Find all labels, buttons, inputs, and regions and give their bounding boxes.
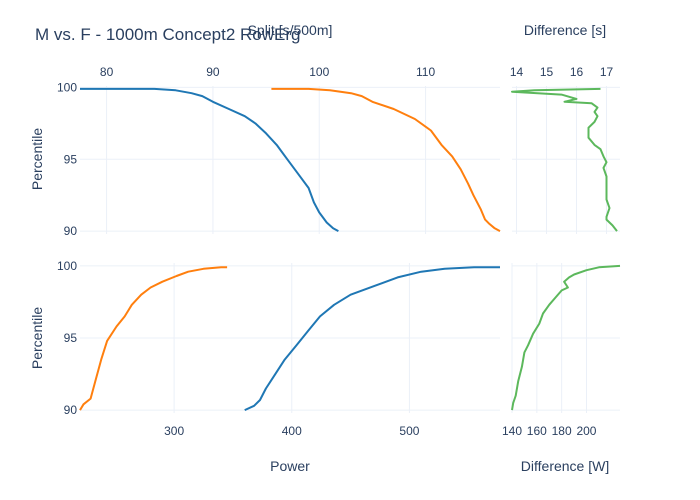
x-tick-label: 100 — [309, 65, 329, 79]
x-tick-label: 400 — [282, 424, 302, 438]
female-series-line — [79, 266, 228, 411]
split-y-axis-title: Percentile — [29, 128, 45, 190]
x-tick-label: 500 — [399, 424, 419, 438]
y-tick-label: 95 — [64, 331, 78, 345]
power-axis-title: Power — [270, 458, 310, 474]
split-axis-title: Split [s/500m] — [248, 22, 333, 38]
x-tick-label: 16 — [570, 65, 584, 79]
x-tick-label: 200 — [576, 424, 596, 438]
y-tick-label: 90 — [64, 224, 78, 238]
male-series-line — [244, 266, 500, 412]
y-tick-label: 95 — [64, 152, 78, 166]
x-tick-label: 17 — [600, 65, 614, 79]
x-tick-label: 110 — [416, 65, 435, 79]
x-tick-label: 180 — [552, 424, 572, 438]
difference-series-line — [511, 87, 618, 232]
split-diff-axis-title: Difference [s] — [524, 22, 606, 38]
power-panel: 300 400 500 90 95 100 — [57, 259, 500, 438]
power-diff-axis-title: Difference [W] — [521, 458, 609, 474]
y-tick-label: 100 — [57, 259, 77, 273]
x-tick-label: 160 — [527, 424, 547, 438]
split-diff-panel: 14 15 16 17 — [510, 65, 620, 234]
x-tick-label: 90 — [206, 65, 220, 79]
y-tick-label: 100 — [57, 80, 77, 94]
x-tick-label: 15 — [540, 65, 554, 79]
y-tick-label: 90 — [64, 403, 78, 417]
x-tick-label: 300 — [164, 424, 184, 438]
x-tick-label: 140 — [502, 424, 522, 438]
difference-series-line — [511, 264, 621, 411]
male-series-line — [80, 87, 339, 232]
power-y-axis-title: Percentile — [29, 307, 45, 369]
female-series-line — [271, 87, 501, 232]
split-panel: 80 90 100 110 90 95 100 — [57, 65, 501, 238]
power-diff-panel: 140 160 180 200 — [502, 263, 621, 438]
x-tick-label: 80 — [100, 65, 114, 79]
x-tick-label: 14 — [510, 65, 524, 79]
figure-title: M vs. F - 1000m Concept2 RowErg — [35, 25, 300, 44]
